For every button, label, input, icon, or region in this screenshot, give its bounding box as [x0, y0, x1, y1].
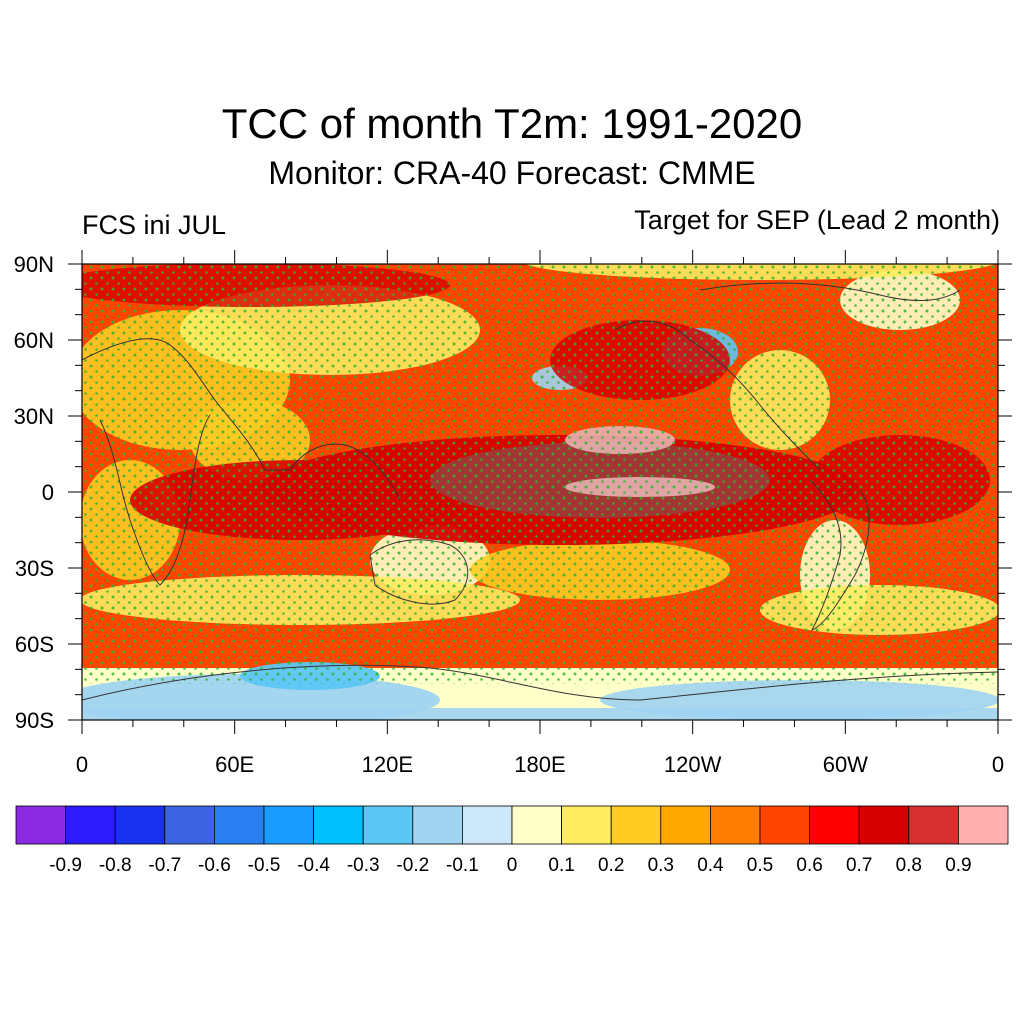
coast-antarctica [82, 664, 998, 701]
colorbar-swatch [461, 805, 513, 845]
lon-label: 0 [992, 752, 1004, 777]
lon-label: 120E [362, 752, 413, 777]
colorbar-label: 0.4 [697, 855, 724, 876]
significance-stipple [82, 264, 998, 684]
colorbar-label: 0.5 [747, 855, 773, 876]
coastlines [82, 282, 998, 701]
colorbar-swatch [313, 805, 364, 845]
colorbar-label: 0.1 [548, 855, 574, 876]
lat-label: 90S [15, 708, 54, 733]
lat-label: 0 [42, 480, 54, 505]
colorbar-label: 0.9 [945, 855, 971, 876]
colorbar-label: 0.2 [598, 855, 624, 876]
colorbar-swatch [561, 805, 612, 845]
lon-label: 120W [664, 752, 722, 777]
colorbar-swatch [809, 805, 860, 845]
longitude-axis: 0 60E 120E 180E 120W 60W 0 [76, 752, 1004, 777]
coast-south-america [809, 479, 870, 631]
init-label: FCS ini JUL [82, 210, 227, 240]
lat-label: 60N [14, 328, 54, 353]
colorbar-swatch [660, 805, 711, 845]
colorbar-label: -0.4 [297, 855, 330, 876]
colorbar-label: -0.3 [347, 855, 380, 876]
colorbar-swatch [710, 805, 761, 845]
chart-title: TCC of month T2m: 1991-2020 [221, 100, 803, 147]
colorbar-label: 0.7 [846, 855, 872, 876]
coast-eurasia-south [82, 338, 401, 501]
colorbar: -0.9 -0.8 -0.7 -0.6 -0.5 -0.4 -0.3 -0.2 -0.1 0 0.1… [15, 805, 1009, 876]
colorbar-label: 0 [507, 855, 518, 876]
colorbar-swatch [511, 805, 562, 845]
coast-africa [99, 414, 211, 586]
colorbar-swatch [65, 805, 116, 845]
lon-label: 0 [76, 752, 88, 777]
colorbar-swatch [164, 805, 215, 845]
coast-australia [369, 539, 469, 605]
colorbar-swatch [958, 805, 1009, 845]
colorbar-label: -0.6 [198, 855, 231, 876]
colorbar-swatch [610, 805, 662, 845]
colorbar-label: 0.3 [648, 855, 674, 876]
colorbar-label: -0.9 [49, 855, 82, 876]
colorbar-label: -0.7 [148, 855, 181, 876]
coast-arctic-north-america [699, 282, 961, 301]
lat-label: 30S [15, 556, 54, 581]
colorbar-label: 0.8 [896, 855, 922, 876]
lat-label: 30N [14, 404, 54, 429]
colorbar-swatch [412, 805, 463, 845]
colorbar-swatch [858, 805, 910, 845]
colorbar-label: 0.6 [796, 855, 822, 876]
target-label: Target for SEP (Lead 2 month) [634, 205, 1000, 235]
colorbar-label: -0.2 [396, 855, 429, 876]
latitude-axis: 90N 60N 30N 0 30S 60S 90S [14, 252, 54, 733]
chart-subtitle: Monitor: CRA-40 Forecast: CMME [268, 155, 756, 191]
lon-label: 60E [215, 752, 254, 777]
lon-label: 60W [823, 752, 868, 777]
colorbar-label: -0.1 [446, 855, 479, 876]
colorbar-swatch [362, 805, 414, 845]
colorbar-swatch [908, 805, 959, 845]
lon-label: 180E [514, 752, 565, 777]
lat-label: 60S [15, 632, 54, 657]
map-frame [68, 250, 1012, 734]
colorbar-swatch [263, 805, 314, 845]
colorbar-swatch [759, 805, 810, 845]
colorbar-label: -0.8 [99, 855, 132, 876]
colorbar-label: -0.5 [248, 855, 281, 876]
colorbar-swatch [15, 805, 66, 845]
lat-label: 90N [14, 252, 54, 277]
colorbar-swatch [213, 805, 265, 845]
coast-north-america-west [614, 320, 821, 471]
colorbar-swatch [114, 805, 166, 845]
correlation-field [82, 264, 998, 720]
field-antarctic-coast-band [82, 708, 998, 720]
